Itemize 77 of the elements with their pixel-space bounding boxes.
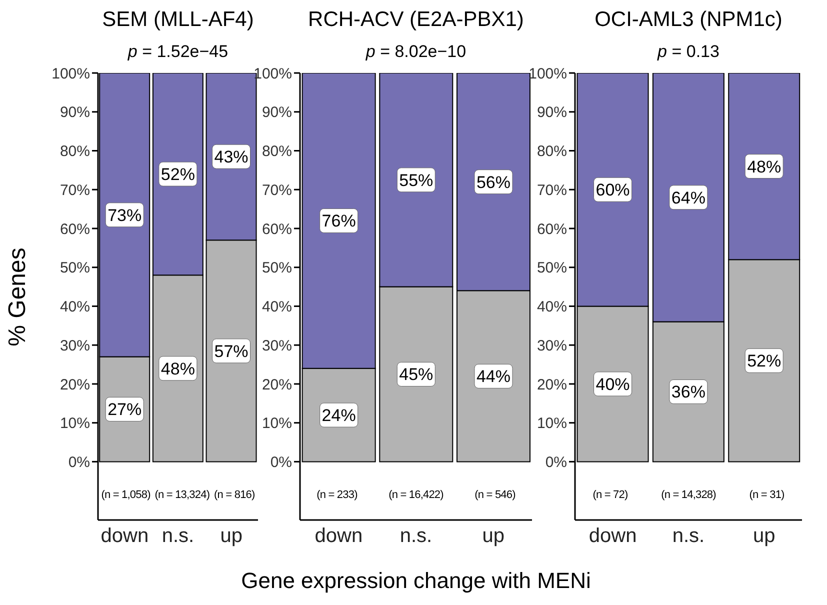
x-tick-label: n.s. [400, 525, 432, 548]
data-label: 57% [214, 342, 248, 361]
y-tick-label: 20% [262, 376, 292, 394]
y-tick-label: 90% [536, 104, 567, 122]
y-tick-label: 40% [262, 298, 292, 316]
y-tick-label: 100% [528, 65, 567, 82]
annotation: (n = 16,422) [388, 489, 444, 501]
y-tick-label: 10% [60, 415, 90, 432]
y-tick-label: 20% [536, 376, 567, 394]
y-tick-label: 10% [536, 415, 567, 432]
x-tick-label: down [588, 525, 637, 548]
annotation: (n = 816) [214, 489, 255, 501]
data-label: 24% [322, 406, 356, 426]
data-label: 56% [476, 172, 510, 192]
x-tick-label: up [753, 525, 776, 548]
data-label: 60% [596, 180, 630, 200]
y-tick-label: 30% [60, 337, 90, 354]
y-tick-label: 70% [262, 182, 292, 199]
data-label: 55% [399, 170, 434, 190]
y-tick-label: 60% [536, 220, 567, 238]
data-label: 43% [214, 148, 248, 167]
y-tick-label: 60% [262, 220, 292, 238]
data-label: 48% [747, 157, 782, 176]
y-tick-label: 90% [60, 104, 90, 122]
y-tick-label: 80% [60, 143, 90, 160]
data-label: 76% [322, 212, 356, 231]
annotation: (n = 31) [749, 489, 784, 501]
y-tick-label: 0% [68, 454, 90, 472]
y-tick-label: 10% [262, 415, 292, 432]
x-tick-label: up [482, 525, 504, 548]
y-tick-label: 0% [545, 454, 567, 472]
y-tick-label: 0% [270, 454, 292, 472]
annotation: (n = 72) [592, 489, 628, 501]
annotation: (n = 13,324) [154, 489, 210, 501]
y-tick-label: 80% [262, 143, 292, 160]
y-tick-label: 100% [52, 65, 90, 82]
y-tick-label: 40% [536, 298, 567, 316]
y-tick-label: 30% [262, 337, 292, 354]
annotation: (n = 14,328) [661, 489, 716, 501]
y-tick-label: 60% [60, 220, 90, 238]
x-tick-label: down [314, 525, 363, 548]
x-axis-title: Gene expression change with MENi [240, 568, 592, 594]
data-label: 27% [108, 400, 142, 420]
x-tick-label: n.s. [162, 525, 194, 548]
y-tick-label: 50% [262, 260, 292, 277]
y-axis-title: % Genes [4, 246, 32, 348]
y-tick-label: 50% [536, 260, 567, 277]
chart-title: OCI-AML3 (NPM1c) [594, 8, 782, 31]
text: p = 1.52e−45 [126, 42, 230, 62]
x-tick-label: n.s. [672, 525, 705, 548]
y-tick-label: 90% [262, 104, 292, 122]
y-tick-label: 50% [60, 260, 90, 277]
data-label: 44% [476, 367, 510, 386]
data-label: 52% [747, 352, 782, 371]
x-tick-label: up [220, 525, 242, 548]
data-label: 48% [160, 359, 195, 378]
data-label: 73% [108, 206, 142, 225]
text: p = 8.02e−10 [364, 42, 468, 62]
chart-title: SEM (MLL-AF4) [102, 8, 254, 31]
data-label: 64% [671, 188, 706, 208]
data-label: 36% [671, 382, 706, 402]
annotation: (n = 546) [474, 489, 516, 501]
y-tick-label: 80% [536, 143, 567, 160]
data-label: 45% [399, 365, 434, 384]
annotation: (n = 1,058) [101, 489, 150, 501]
annotation: (n = 233) [316, 489, 358, 501]
y-tick-label: 70% [60, 182, 90, 199]
data-label: 40% [596, 374, 630, 394]
y-tick-label: 30% [536, 337, 567, 354]
chart-title: RCH-ACV (E2A-PBX1) [308, 8, 524, 31]
y-tick-label: 70% [536, 182, 567, 199]
y-tick-label: 20% [60, 376, 90, 394]
y-tick-label: 40% [60, 298, 90, 316]
y-tick-label: 100% [254, 65, 292, 82]
x-tick-label: down [100, 525, 149, 548]
text: p = 0.13 [656, 42, 720, 62]
data-label: 52% [160, 165, 195, 184]
